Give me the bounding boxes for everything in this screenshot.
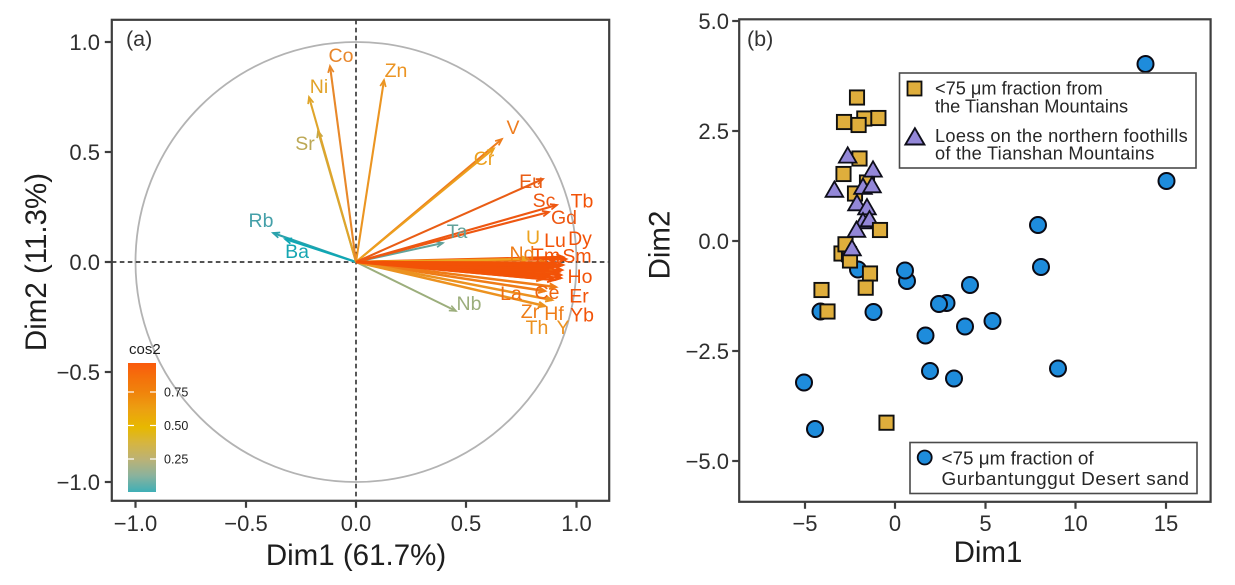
svg-text:0.5: 0.5 [69, 140, 100, 165]
svg-text:−2.5: −2.5 [686, 339, 729, 364]
svg-text:<75 μm fraction from: <75 μm fraction from [935, 79, 1103, 99]
svg-text:0.0: 0.0 [69, 250, 100, 275]
svg-text:La: La [500, 283, 522, 305]
svg-text:Ho: Ho [568, 266, 593, 288]
svg-text:Dim1 (61.7%): Dim1 (61.7%) [266, 539, 446, 572]
svg-text:of the Tianshan Mountains: of the Tianshan Mountains [935, 144, 1155, 164]
svg-text:−5: −5 [792, 511, 817, 536]
svg-text:−1.0: −1.0 [114, 511, 157, 536]
svg-text:Sc: Sc [533, 190, 556, 212]
svg-text:(b): (b) [747, 27, 773, 51]
svg-text:Tm: Tm [532, 245, 560, 267]
svg-text:Dim2 (11.3%): Dim2 (11.3%) [20, 173, 53, 351]
svg-text:Ba: Ba [285, 241, 309, 263]
svg-text:Dim1: Dim1 [954, 536, 1023, 569]
svg-text:5.0: 5.0 [698, 9, 729, 34]
svg-text:Ni: Ni [310, 76, 328, 98]
svg-text:Dy: Dy [568, 228, 592, 250]
svg-text:Gurbantunggut Desert sand: Gurbantunggut Desert sand [942, 469, 1190, 490]
svg-text:Eu: Eu [519, 171, 543, 193]
svg-text:Gd: Gd [551, 207, 577, 229]
svg-text:the Tianshan Mountains: the Tianshan Mountains [935, 96, 1128, 116]
svg-text:Loess on the northern foothill: Loess on the northern foothills [935, 126, 1188, 146]
svg-text:0: 0 [889, 511, 901, 536]
svg-text:Nd: Nd [510, 243, 535, 265]
svg-text:0.75: 0.75 [164, 386, 188, 400]
svg-text:U: U [526, 227, 540, 249]
svg-text:Er: Er [569, 286, 589, 308]
svg-text:Sr: Sr [295, 133, 315, 155]
svg-text:V: V [506, 117, 519, 139]
svg-text:−5.0: −5.0 [686, 449, 729, 474]
svg-text:Y: Y [556, 317, 569, 339]
svg-text:5: 5 [979, 511, 991, 536]
svg-text:Zn: Zn [385, 60, 408, 82]
svg-text:Zr: Zr [521, 301, 540, 323]
svg-text:Th: Th [526, 317, 549, 339]
svg-text:0.0: 0.0 [698, 229, 729, 254]
svg-text:Dim2: Dim2 [644, 211, 677, 280]
svg-text:<75 μm fraction of: <75 μm fraction of [942, 449, 1095, 470]
svg-text:Co: Co [329, 45, 354, 67]
svg-text:cos2: cos2 [129, 341, 161, 358]
svg-text:Ce: Ce [535, 282, 560, 304]
svg-text:0.5: 0.5 [451, 511, 482, 536]
svg-text:0.50: 0.50 [164, 419, 188, 433]
svg-text:Sm: Sm [562, 246, 591, 268]
svg-text:Yb: Yb [570, 305, 594, 327]
svg-text:−0.5: −0.5 [57, 360, 100, 385]
svg-text:0.0: 0.0 [341, 511, 372, 536]
svg-text:Lu: Lu [544, 230, 566, 252]
svg-text:Tb: Tb [571, 191, 594, 213]
svg-text:1.0: 1.0 [69, 30, 100, 55]
svg-text:15: 15 [1154, 511, 1178, 536]
svg-text:Rb: Rb [249, 210, 274, 232]
svg-text:Nb: Nb [457, 293, 482, 315]
svg-text:Hf: Hf [544, 303, 564, 325]
svg-text:(a): (a) [126, 27, 152, 51]
svg-text:−1.0: −1.0 [57, 470, 100, 495]
svg-text:Ta: Ta [447, 221, 468, 243]
svg-text:Cr: Cr [474, 148, 495, 170]
svg-text:1.0: 1.0 [561, 511, 592, 536]
svg-text:10: 10 [1063, 511, 1087, 536]
svg-text:−0.5: −0.5 [224, 511, 267, 536]
svg-text:2.5: 2.5 [698, 119, 729, 144]
svg-text:0.25: 0.25 [164, 453, 188, 467]
